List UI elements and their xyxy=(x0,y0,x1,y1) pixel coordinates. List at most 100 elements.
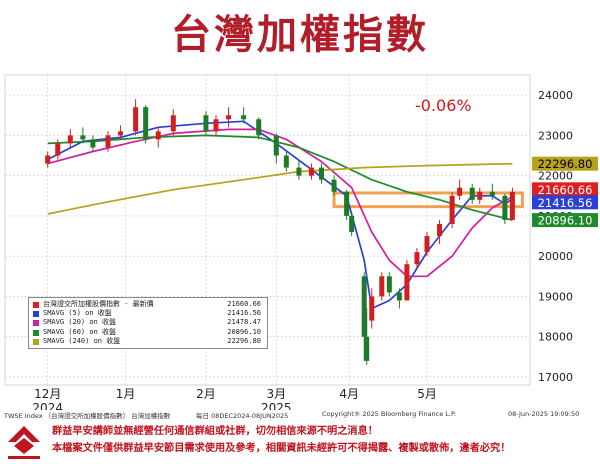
candle-body xyxy=(256,119,262,136)
candle-body xyxy=(361,276,367,337)
y-tick-label: 18000 xyxy=(538,331,573,344)
candle-body xyxy=(296,167,302,176)
price-label-box xyxy=(532,195,598,210)
candle-body xyxy=(105,135,111,148)
price-label-box xyxy=(532,156,598,171)
legend-label: SMAVG (240) on 收盤 xyxy=(43,336,121,345)
candle-body xyxy=(143,107,149,140)
x-axis: 12月 1月 2月 3月 4月 5月 2024 2025 xyxy=(32,387,436,410)
x-tick-label: 1月 xyxy=(116,387,136,401)
price-chart: 1700018000190002000021000220002300024000… xyxy=(4,74,598,410)
price-label: 22296.80 xyxy=(538,157,593,171)
highlight-band-rect xyxy=(332,191,524,209)
legend-value: 21478.47 xyxy=(227,318,261,327)
candle-body xyxy=(80,135,86,140)
legend-entry: SMAVG (20) on 收盤 21478.47 xyxy=(33,318,263,327)
candle-body xyxy=(502,195,508,220)
candle-body xyxy=(344,191,350,216)
legend-entry: SMAVG (60) on 收盤 20896.10 xyxy=(33,328,263,337)
candle-body xyxy=(414,252,420,265)
candle-body xyxy=(170,115,176,132)
candle-body xyxy=(477,191,483,200)
price-label: 21416.56 xyxy=(538,196,593,210)
candle-body xyxy=(213,119,219,132)
y-axis: 1700018000190002000021000220002300024000 xyxy=(538,89,573,384)
footer-copyright: Copyright® 2025 Bloomberg Finance L.P. xyxy=(322,410,456,418)
page-title: 台灣加權指數 xyxy=(171,12,429,58)
candle-body xyxy=(283,155,289,168)
legend-label: SMAVG (60) on 收盤 xyxy=(43,327,117,336)
candle-body xyxy=(118,131,124,136)
legend-label: SMAVG (5) on 收盤 xyxy=(43,309,112,318)
legend-swatch xyxy=(33,329,39,336)
legend-entry: SMAVG (240) on 收盤 22296.80 xyxy=(33,337,263,346)
candle-body xyxy=(90,139,96,148)
y-tick-label: 17000 xyxy=(538,371,573,384)
candle-body xyxy=(319,167,325,180)
candle-body xyxy=(489,191,495,196)
footer-source: TWSE Index （台灣證交所加權股價指數） 台灣加權指數 xyxy=(4,412,171,420)
disclaimer-line-1: 群益早安講師並無經營任何通信群組或社群，切勿相信來源不明之消息！ xyxy=(52,426,378,437)
legend-swatch xyxy=(33,302,39,308)
candle-body xyxy=(364,336,370,361)
candle-body xyxy=(437,223,443,237)
candle-body xyxy=(469,187,475,200)
price-label: 20896.10 xyxy=(538,214,593,228)
candle-body xyxy=(404,264,410,301)
candle-body xyxy=(67,135,73,144)
price-label-box xyxy=(532,213,598,228)
legend-swatch xyxy=(33,320,39,327)
x-tick-label: 4月 xyxy=(339,387,359,401)
candle-body xyxy=(457,187,463,196)
candle-body xyxy=(155,131,161,140)
candle-body xyxy=(226,115,232,120)
company-logo xyxy=(8,426,40,459)
candle-body xyxy=(331,179,337,192)
disclaimer: 群益早安講師並無經營任何通信群組或社群，切勿相信來源不明之消息！ 本檔案文件僅供… xyxy=(52,423,598,457)
x-year-label: 2025 xyxy=(261,401,292,410)
candle-body xyxy=(349,215,355,233)
candle-body xyxy=(203,115,209,132)
legend-value: 21416.56 xyxy=(227,309,261,318)
legend-swatch xyxy=(33,311,39,318)
candle-body xyxy=(509,191,515,220)
footer-timestamp: 08-Jun-2025 19:09:50 xyxy=(508,410,580,418)
candle-body xyxy=(369,296,375,321)
y-tick-label: 19000 xyxy=(538,290,573,303)
candle-body xyxy=(449,195,455,224)
candle-body xyxy=(241,115,247,120)
x-tick-label: 3月 xyxy=(266,387,286,401)
legend: 台灣證交所加權股價指數 - 最新價 21660.66 SMAVG (5) on 收盤… xyxy=(28,297,268,349)
candle-body xyxy=(55,143,61,156)
footer-meta: TWSE Index （台灣證交所加權股價指數） 台灣加權指數 每日 08DEC… xyxy=(0,410,600,422)
legend-value: 21660.66 xyxy=(227,300,261,308)
disclaimer-line-2: 本檔案文件僅供群益早安節目需求使用及參考，相關資訊未經許可不得揭露、複製或散佈，… xyxy=(52,443,511,454)
y-tick-label: 20000 xyxy=(538,250,573,263)
legend-entry: SMAVG (5) on 收盤 21416.56 xyxy=(33,309,263,318)
legend-value: 20896.10 xyxy=(227,327,261,336)
highlight-band xyxy=(332,191,524,209)
candle-body xyxy=(396,292,402,301)
footer-range: 每日 08DEC2024-08JUN2025 xyxy=(196,412,289,420)
legend-entry: 台灣證交所加權股價指數 - 最新價 21660.66 xyxy=(33,300,263,309)
x-tick-label: 5月 xyxy=(417,387,437,401)
price-label: 21660.66 xyxy=(538,183,593,197)
candle-body xyxy=(45,155,51,164)
candle-body xyxy=(133,107,139,132)
y-tick-label: 24000 xyxy=(538,89,573,102)
y-tick-label: 23000 xyxy=(538,129,573,142)
candle-body xyxy=(379,276,385,297)
x-year-label: 2024 xyxy=(32,401,63,410)
x-tick-label: 2月 xyxy=(196,387,216,401)
legend-label: 台灣證交所加權股價指數 - 最新價 xyxy=(43,300,154,308)
legend-label: SMAVG (20) on 收盤 xyxy=(43,318,117,327)
candle-body xyxy=(424,236,430,253)
candle-body xyxy=(273,135,279,156)
series-line-4 xyxy=(47,162,513,215)
candles xyxy=(45,99,515,365)
change-percent: -0.06% xyxy=(415,96,472,115)
candle-body xyxy=(386,276,392,293)
y-tick-label: 22000 xyxy=(538,170,573,183)
legend-swatch xyxy=(33,338,39,345)
